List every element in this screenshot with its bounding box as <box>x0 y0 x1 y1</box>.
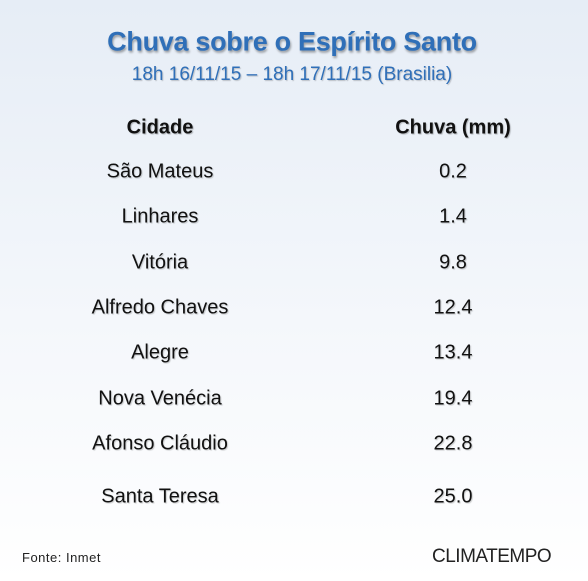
logo: CLIMATEMPO <box>432 546 552 567</box>
subtitle: 18h 16/11/15 – 18h 17/11/15 (Brasilia) <box>131 64 453 85</box>
city: Nova Venécia <box>98 387 222 410</box>
rainfall: 19.4 <box>433 387 473 410</box>
column-header: Chuva (mm) <box>395 116 511 139</box>
city: Santa Teresa <box>101 485 219 508</box>
rainfall: 13.4 <box>433 341 473 364</box>
rainfall: 22.8 <box>433 432 473 455</box>
title: Chuva sobre o Espírito Santo <box>107 26 477 57</box>
rainfall: 0.2 <box>439 160 467 183</box>
city: Afonso Cláudio <box>92 432 228 455</box>
city: Alegre <box>131 341 189 364</box>
city: Linhares <box>121 205 199 228</box>
city: Vitória <box>131 251 189 274</box>
city: Alfredo Chaves <box>91 296 229 319</box>
column-header: Cidade <box>126 116 194 139</box>
rainfall: 25.0 <box>433 485 473 508</box>
rainfall: 1.4 <box>439 205 467 228</box>
city: São Mateus <box>106 160 214 183</box>
source: Fonte: Inmet <box>22 550 101 565</box>
rainfall: 9.8 <box>439 251 467 274</box>
rainfall: 12.4 <box>433 296 473 319</box>
